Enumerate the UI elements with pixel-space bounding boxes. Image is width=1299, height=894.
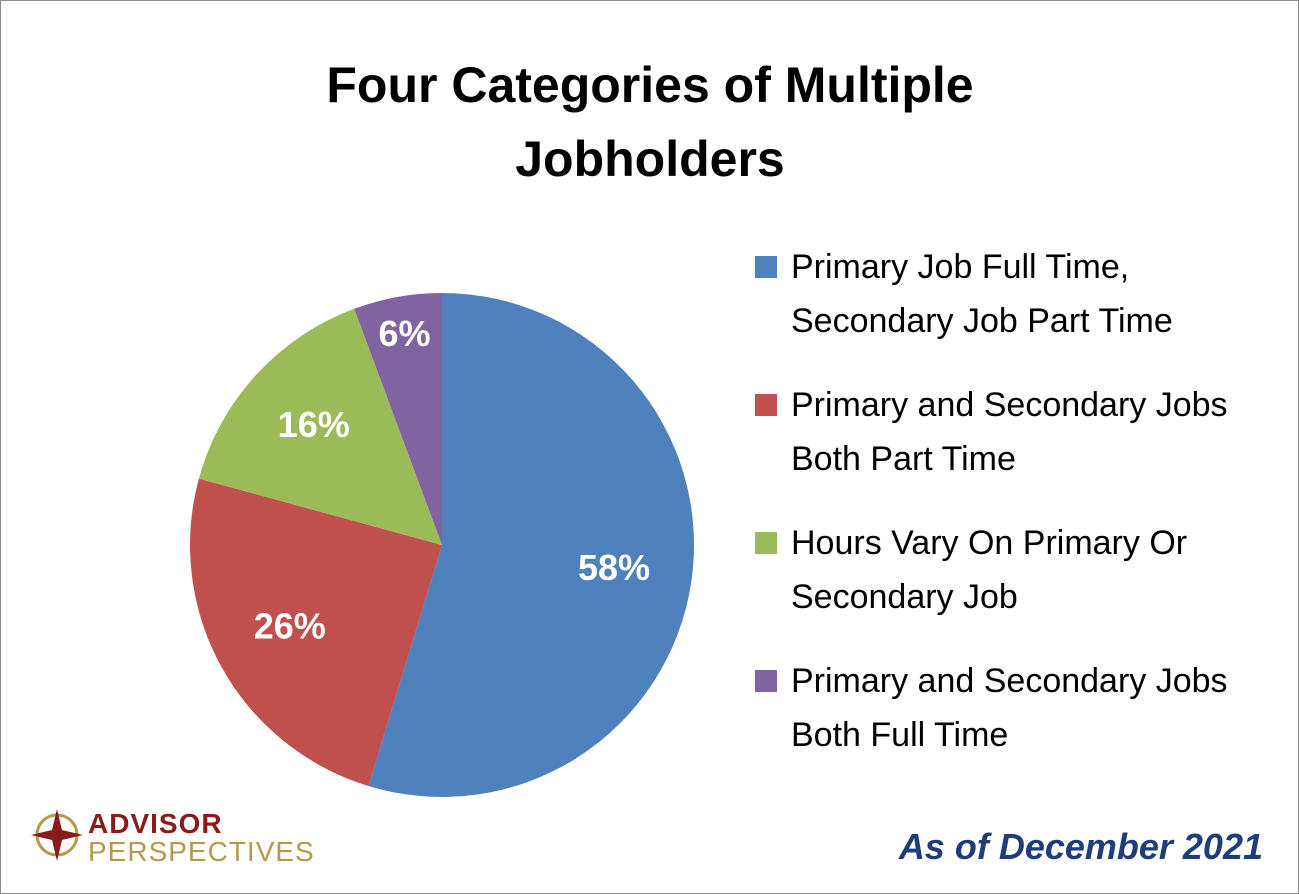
legend-label: Hours Vary On Primary Or Secondary Job — [791, 524, 1188, 616]
logo-text: ADVISOR — [88, 808, 223, 839]
data-label: 26% — [254, 605, 326, 646]
pie-slice — [189, 478, 442, 787]
legend-label: Primary and Secondary Jobs Both Full Tim… — [791, 662, 1228, 754]
data-label: 16% — [278, 404, 350, 445]
chart-title: Four Categories of Multiple Jobholders — [326, 57, 974, 187]
data-label: 6% — [379, 313, 431, 354]
logo-text: PERSPECTIVES — [88, 836, 315, 867]
legend-swatch — [755, 394, 777, 416]
legend-item: Primary Job Full Time, Secondary Job Par… — [755, 240, 1255, 348]
legend-item: Hours Vary On Primary Or Secondary Job — [755, 516, 1255, 624]
legend-item: Primary and Secondary Jobs Both Part Tim… — [755, 378, 1255, 486]
legend-item: Primary and Secondary Jobs Both Full Tim… — [755, 654, 1255, 762]
legend-swatch — [755, 532, 777, 554]
legend-label: Primary Job Full Time, Secondary Job Par… — [791, 248, 1173, 340]
pie-slice — [198, 308, 442, 545]
pie-slice — [354, 293, 442, 545]
legend-swatch — [755, 670, 777, 692]
pie-slice — [368, 293, 694, 797]
legend-label: Primary and Secondary Jobs Both Part Tim… — [791, 386, 1228, 478]
logo-icon — [31, 809, 83, 861]
data-label: 58% — [578, 547, 650, 588]
note: As of December 2021 — [898, 826, 1263, 867]
legend: Primary Job Full Time, Secondary Job Par… — [755, 240, 1255, 792]
legend-swatch — [755, 256, 777, 278]
